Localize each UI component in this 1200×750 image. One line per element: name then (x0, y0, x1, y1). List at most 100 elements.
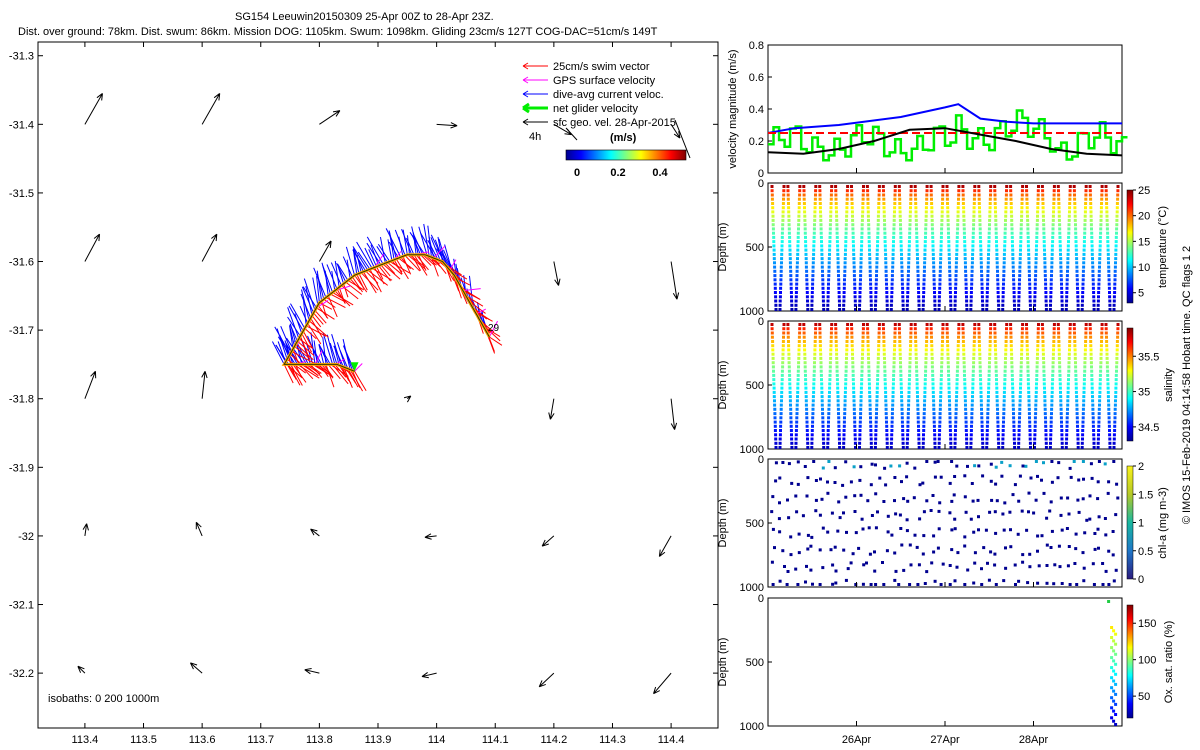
profile-sample-dot (954, 265, 958, 269)
swim-vector (325, 297, 346, 309)
profile-sample-dot (827, 412, 831, 416)
chla-sample-dot (948, 564, 952, 567)
chla-sample-dot (1003, 501, 1007, 505)
profile-sample-dot (1020, 340, 1024, 343)
profile-sample-dot (988, 356, 992, 360)
profile-sample-dot (771, 352, 775, 356)
profile-sample-dot (1073, 344, 1077, 348)
chla-sample-dot (1028, 565, 1032, 569)
profile-sample-dot (957, 193, 961, 197)
profile-sample-dot (874, 420, 878, 424)
colorbar-title: (m/s) (610, 132, 637, 144)
profile-sample-dot (962, 218, 966, 222)
oxygen-sample-dot (1112, 629, 1116, 633)
profile-sample-dot (773, 261, 776, 265)
profile-sample-dot (836, 252, 840, 256)
profile-sample-dot (1034, 248, 1038, 252)
chla-axes-frame (767, 458, 1123, 588)
profile-sample-dot (1114, 395, 1118, 399)
profile-sample-dot (874, 429, 878, 432)
profile-sample-dot (883, 369, 887, 373)
profile-sample-dot (845, 352, 849, 356)
profile-sample-dot (1066, 244, 1070, 248)
chla-sample-dot (771, 495, 775, 499)
profile-sample-dot (901, 446, 905, 449)
profile-sample-dot (1066, 265, 1070, 269)
profile-sample-dot (844, 373, 848, 377)
profile-sample-dot (876, 218, 880, 222)
profile-sample-dot (907, 378, 911, 382)
profile-sample-dot (850, 344, 854, 348)
profile-sample-dot (946, 206, 950, 210)
profile-sample-dot (917, 424, 920, 428)
profile-sample-dot (883, 244, 887, 248)
profile-sample-dot (1068, 189, 1072, 193)
profile-sample-dot (773, 403, 777, 407)
profile-sample-dot (916, 416, 920, 420)
profile-sample-dot (835, 227, 839, 231)
profile-sample-dot (829, 218, 833, 222)
profile-sample-dot (985, 433, 989, 437)
profile-sample-dot (820, 261, 824, 265)
profile-sample-dot (897, 323, 901, 326)
profile-sample-dot (889, 441, 893, 445)
profile-sample-dot (957, 185, 961, 188)
profile-sample-dot (891, 257, 895, 261)
dive-avg-current-vector (437, 236, 443, 262)
profile-sample-dot (861, 197, 865, 201)
profile-sample-dot (1067, 218, 1071, 222)
chla-sample-dot (1018, 474, 1022, 478)
profile-sample-dot (1115, 369, 1118, 373)
profile-sample-dot (826, 441, 830, 445)
profile-sample-dot (1098, 235, 1102, 239)
profile-sample-dot (867, 365, 871, 369)
profile-sample-dot (939, 390, 943, 394)
dive-avg-current-vector (337, 266, 345, 284)
profile-sample-dot (996, 291, 1000, 294)
profile-sample-dot (996, 278, 1000, 282)
profile-sample-dot (1082, 395, 1086, 399)
profile-sample-dot (819, 227, 823, 231)
profile-sample-dot (1104, 327, 1108, 331)
chla-sample-dot (981, 474, 985, 478)
profile-sample-dot (955, 382, 959, 386)
profile-sample-dot (917, 286, 920, 290)
profile-sample-dot (994, 235, 998, 239)
profile-sample-dot (1010, 369, 1014, 373)
chla-ylabel: Depth (m) (717, 499, 729, 548)
profile-sample-dot (907, 257, 911, 261)
profile-sample-dot (1013, 441, 1016, 445)
profile-sample-dot (892, 235, 896, 239)
profile-sample-dot (1052, 323, 1056, 326)
profile-sample-dot (877, 193, 881, 197)
profile-sample-dot (774, 303, 778, 307)
profile-sample-dot (822, 446, 826, 449)
profile-sample-dot (797, 344, 801, 348)
profile-sample-dot (922, 286, 926, 290)
depth-ytick-label: 1000 (740, 444, 764, 456)
profile-sample-dot (933, 295, 937, 299)
profile-sample-dot (1074, 365, 1078, 369)
profile-sample-dot (837, 274, 840, 278)
profile-sample-dot (1002, 261, 1006, 265)
profile-sample-dot (773, 269, 777, 273)
profile-sample-dot (883, 356, 886, 360)
profile-sample-dot (989, 323, 993, 326)
profile-sample-dot (780, 257, 784, 261)
geo-velocity-arrow (670, 398, 678, 430)
salinity-colorbar-label: salinity (1163, 368, 1175, 402)
profile-sample-dot (979, 399, 983, 403)
profile-sample-dot (845, 189, 849, 193)
profile-sample-dot (1084, 323, 1088, 326)
profile-sample-dot (969, 429, 973, 432)
swim-vector (489, 336, 503, 346)
profile-sample-dot (1075, 395, 1079, 399)
profile-sample-dot (858, 286, 862, 290)
profile-sample-dot (1011, 248, 1015, 252)
chla-sample-dot (1081, 551, 1085, 555)
profile-sample-dot (819, 214, 823, 218)
profile-sample-dot (866, 348, 870, 352)
profile-sample-dot (1092, 433, 1096, 437)
profile-sample-dot (781, 223, 785, 227)
